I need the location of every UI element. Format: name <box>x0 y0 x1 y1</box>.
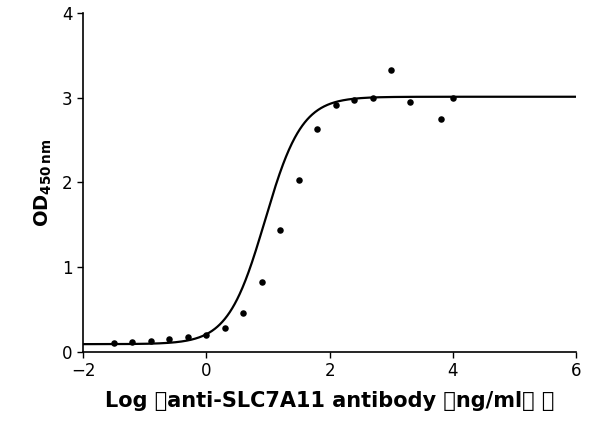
Point <box>436 115 446 122</box>
Point <box>220 325 230 332</box>
Point <box>239 309 248 316</box>
Point <box>368 94 378 101</box>
Point <box>387 66 396 73</box>
Point <box>405 98 415 105</box>
Point <box>276 227 285 233</box>
Point <box>257 279 267 286</box>
Point <box>165 335 174 342</box>
Point <box>201 332 211 338</box>
Point <box>109 340 119 347</box>
Point <box>128 338 137 345</box>
X-axis label: Log （anti-SLC7A11 antibody （ng/ml） ）: Log （anti-SLC7A11 antibody （ng/ml） ） <box>105 391 554 411</box>
Point <box>183 333 192 340</box>
Point <box>349 97 359 103</box>
Point <box>448 94 457 101</box>
Point <box>312 126 322 133</box>
Point <box>146 337 156 344</box>
Y-axis label: OD$_\mathregular{450\,nm}$: OD$_\mathregular{450\,nm}$ <box>33 138 54 227</box>
Point <box>331 102 340 109</box>
Point <box>294 176 304 183</box>
